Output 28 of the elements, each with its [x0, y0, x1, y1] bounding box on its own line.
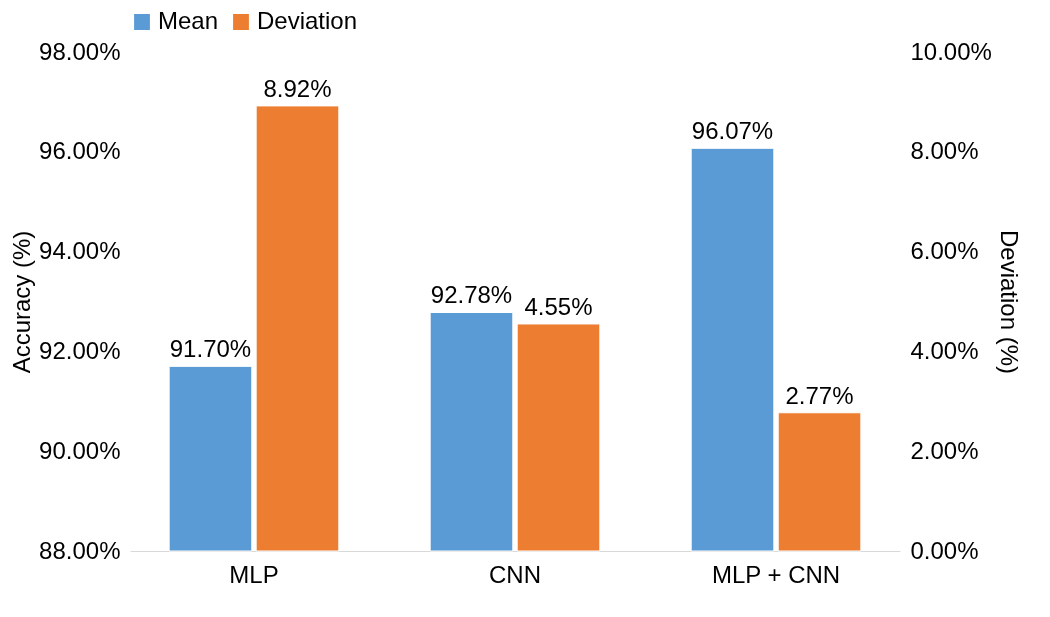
y-axis-title: Accuracy (%)	[8, 230, 36, 374]
data-label: 4.55%	[524, 292, 593, 320]
data-label: 91.70%	[169, 335, 252, 363]
data-label: 2.77%	[785, 381, 854, 409]
legend-label: Mean	[158, 7, 219, 34]
x-tick-label: CNN	[489, 560, 541, 588]
y-tick-label: 94.00%	[39, 237, 121, 265]
y2-tick-label: 6.00%	[910, 237, 979, 265]
y2-axis-title: Deviation (%)	[995, 229, 1023, 375]
legend-label: Deviation	[257, 7, 358, 34]
y2-tick-label: 10.00%	[910, 37, 992, 65]
y2-tick-label: 4.00%	[910, 336, 979, 364]
y-tick-label: 92.00%	[39, 336, 121, 364]
y2-tick-label: 2.00%	[910, 436, 979, 464]
bar	[516, 323, 601, 552]
y-tick-label: 98.00%	[39, 37, 121, 65]
y-tick-label: 88.00%	[39, 536, 121, 564]
data-label: 92.78%	[430, 281, 513, 309]
bar	[255, 105, 340, 552]
bar	[777, 412, 862, 552]
data-label: 96.07%	[691, 117, 774, 145]
x-tick-label: MLP	[229, 560, 279, 588]
y2-tick-label: 0.00%	[910, 536, 979, 564]
y-tick-label: 96.00%	[39, 137, 121, 165]
x-tick-label: MLP + CNN	[711, 560, 841, 588]
data-label: 8.92%	[263, 74, 332, 102]
y-tick-label: 90.00%	[39, 436, 121, 464]
y2-tick-label: 8.00%	[910, 137, 979, 165]
